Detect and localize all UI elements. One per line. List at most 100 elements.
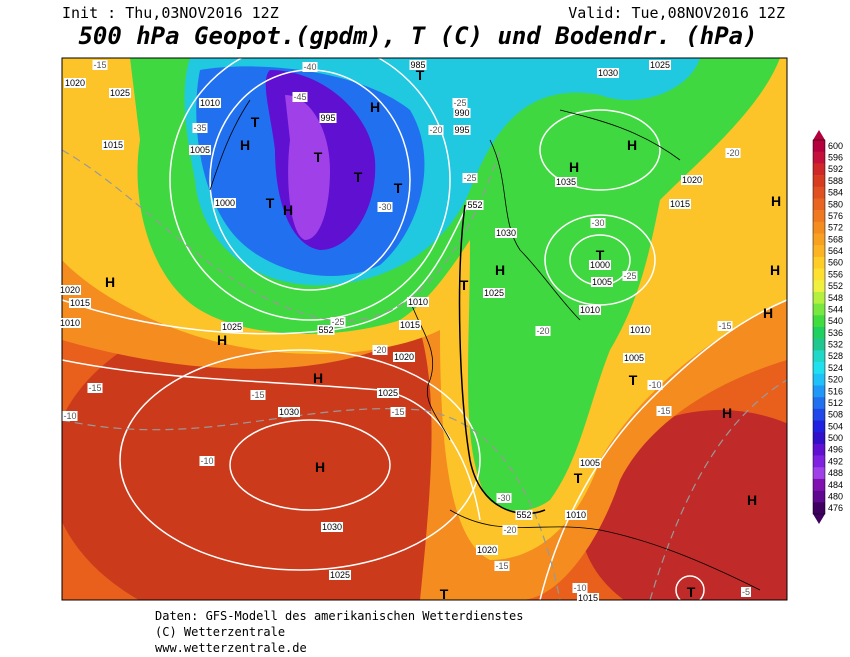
colorbar-bin bbox=[813, 233, 825, 246]
map-frame bbox=[61, 57, 788, 601]
temperature-label-box bbox=[192, 123, 208, 133]
isobar-label-box bbox=[213, 198, 237, 208]
isobar-label-box bbox=[406, 297, 430, 307]
isobar-label: 1015 bbox=[400, 320, 420, 330]
isobar-label-box bbox=[392, 352, 416, 362]
colorbar-bin bbox=[813, 175, 825, 188]
temperature-label-box bbox=[428, 125, 444, 135]
pressure-center: H bbox=[283, 202, 293, 218]
isobar-label-box bbox=[58, 318, 82, 328]
temperature-label: -25 bbox=[623, 271, 636, 281]
colorbar-bin bbox=[813, 256, 825, 269]
colorbar-bin bbox=[813, 490, 825, 503]
pressure-center: H bbox=[771, 193, 781, 209]
colorbar-arrow-bottom bbox=[813, 514, 825, 524]
temperature-label: -25 bbox=[463, 173, 476, 183]
colorbar-bin bbox=[813, 291, 825, 304]
isobar-label: 1010 bbox=[580, 305, 600, 315]
colorbar-frame bbox=[812, 139, 826, 515]
colorbar-bin bbox=[813, 478, 825, 491]
geopotential-label-box bbox=[466, 200, 484, 210]
temperature-label-box bbox=[647, 380, 663, 390]
temperature-label-box bbox=[462, 173, 478, 183]
isobar-label-box bbox=[220, 322, 244, 332]
pressure-center: T bbox=[394, 180, 403, 196]
isobar-label: 1025 bbox=[330, 570, 350, 580]
footer-url: www.wetterzentrale.de bbox=[155, 641, 307, 655]
colorbar-tick-label: 584 bbox=[828, 188, 843, 198]
temperature-label-box bbox=[87, 383, 103, 393]
temperature-label-box bbox=[302, 62, 318, 72]
isobar-label-box bbox=[482, 288, 506, 298]
temperature-label-box bbox=[62, 411, 78, 421]
pressure-center: T bbox=[460, 277, 469, 293]
temperature-label-box bbox=[740, 587, 752, 597]
isobar-label: 995 bbox=[454, 125, 469, 135]
colorbar-bin bbox=[813, 198, 825, 211]
isobar-label: 1025 bbox=[222, 322, 242, 332]
isobar-label-box bbox=[494, 228, 518, 238]
temperature-label: -25 bbox=[331, 317, 344, 327]
isobar-label-box bbox=[578, 458, 602, 468]
temperature-label-box bbox=[717, 321, 733, 331]
colorbar-tick-label: 556 bbox=[828, 269, 843, 279]
isobar-label: 1005 bbox=[592, 277, 612, 287]
colorbar-bin bbox=[813, 502, 825, 515]
colorbar-tick-label: 488 bbox=[828, 468, 843, 478]
temperature-label-box bbox=[330, 317, 346, 327]
isobar-label-box bbox=[453, 108, 471, 118]
isobar-label: 1025 bbox=[484, 288, 504, 298]
temperature-label: -15 bbox=[657, 406, 670, 416]
temperature-label: -20 bbox=[373, 345, 386, 355]
colorbar-tick-label: 484 bbox=[828, 480, 843, 490]
temperature-label: -40 bbox=[303, 62, 316, 72]
colorbar-bin bbox=[813, 303, 825, 316]
temperature-label: -35 bbox=[193, 123, 206, 133]
pressure-center: H bbox=[747, 492, 757, 508]
colorbar-bin bbox=[813, 140, 825, 152]
colorbar-bin bbox=[813, 280, 825, 293]
colorbar-tick-label: 508 bbox=[828, 410, 843, 420]
footer-copyright: (C) Wetterzentrale bbox=[155, 625, 285, 639]
colorbar-tick-label: 568 bbox=[828, 234, 843, 244]
isobar-label-box bbox=[68, 298, 92, 308]
colorbar-tick-label: 480 bbox=[828, 491, 843, 501]
colorbar-bin bbox=[813, 245, 825, 258]
isobar-label: 1030 bbox=[322, 522, 342, 532]
colorbar-bin bbox=[813, 210, 825, 223]
isobar-label: 1015 bbox=[103, 140, 123, 150]
isobar-label-box bbox=[680, 175, 704, 185]
isobar-label: 1010 bbox=[200, 98, 220, 108]
temperature-label-box bbox=[535, 326, 551, 336]
isobar-label: 1020 bbox=[682, 175, 702, 185]
colorbar-bin bbox=[813, 385, 825, 398]
isobar-label-box bbox=[564, 510, 588, 520]
isobar-label: 1000 bbox=[215, 198, 235, 208]
pressure-center: H bbox=[217, 332, 227, 348]
colorbar-tick-label: 528 bbox=[828, 351, 843, 361]
isobar-label-box bbox=[319, 113, 337, 123]
isobar-label: 1025 bbox=[378, 388, 398, 398]
colorbar-bin bbox=[813, 327, 825, 339]
colorbar-bin bbox=[813, 338, 825, 351]
isobar-label: 1020 bbox=[477, 545, 497, 555]
pressure-center: H bbox=[495, 262, 505, 278]
colorbar-tick-label: 544 bbox=[828, 304, 843, 314]
colorbar-tick-label: 500 bbox=[828, 433, 843, 443]
geopotential-label-box bbox=[317, 325, 335, 335]
isobar-label: 1030 bbox=[598, 68, 618, 78]
temperature-label-box bbox=[502, 525, 518, 535]
isobar-label: 995 bbox=[320, 113, 335, 123]
colorbar-tick-label: 532 bbox=[828, 340, 843, 350]
isobar-label: 1010 bbox=[566, 510, 586, 520]
temperature-label: -20 bbox=[429, 125, 442, 135]
temperature-label-box bbox=[292, 92, 308, 102]
isobar-label-box bbox=[554, 177, 578, 187]
isobar-label-box bbox=[58, 285, 82, 295]
isobar-label-box bbox=[108, 88, 132, 98]
colorbar-bin bbox=[813, 186, 825, 199]
temperature-label-box bbox=[92, 60, 108, 70]
isobar-label-box bbox=[409, 60, 427, 70]
isobar-label-box bbox=[578, 305, 602, 315]
pressure-center: T bbox=[440, 586, 449, 602]
